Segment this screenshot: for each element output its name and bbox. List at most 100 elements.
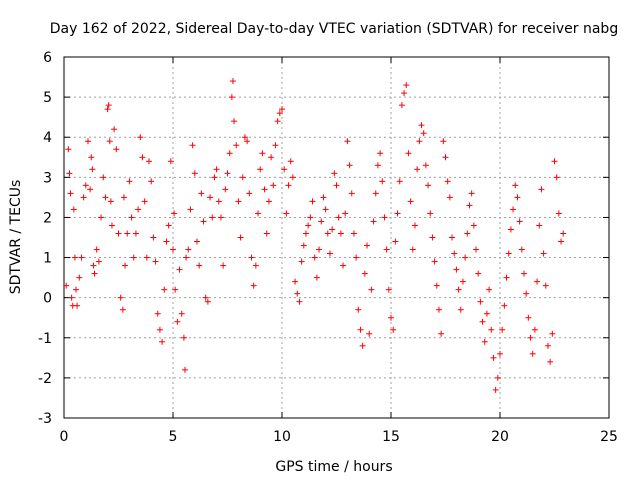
data-point xyxy=(355,306,362,313)
data-point xyxy=(442,154,449,161)
data-point xyxy=(411,222,418,229)
data-point xyxy=(124,230,131,237)
data-point xyxy=(350,230,357,237)
data-point xyxy=(438,330,445,337)
data-point xyxy=(340,262,347,269)
data-point xyxy=(499,326,506,333)
data-point xyxy=(353,254,360,261)
data-point xyxy=(207,194,214,201)
data-point xyxy=(392,238,399,245)
data-point xyxy=(95,258,102,265)
data-point xyxy=(67,190,74,197)
data-point xyxy=(294,290,301,297)
data-point xyxy=(87,186,94,193)
data-point xyxy=(379,178,386,185)
data-point xyxy=(226,150,233,157)
data-point xyxy=(433,282,440,289)
data-point xyxy=(396,178,403,185)
plot-frame xyxy=(63,56,610,419)
data-point xyxy=(220,262,227,269)
data-point xyxy=(549,330,556,337)
data-point xyxy=(470,222,477,229)
data-point xyxy=(66,170,73,177)
data-point xyxy=(534,278,541,285)
data-point xyxy=(558,238,565,245)
data-point xyxy=(483,310,490,317)
data-point xyxy=(261,186,268,193)
data-point xyxy=(63,282,70,289)
data-point xyxy=(507,226,514,233)
data-point xyxy=(538,186,545,193)
data-point xyxy=(93,246,100,253)
data-point xyxy=(422,162,429,169)
data-point xyxy=(84,138,91,145)
data-point xyxy=(518,246,525,253)
data-point xyxy=(418,122,425,129)
data-point xyxy=(451,250,458,257)
data-point xyxy=(119,306,126,313)
data-point xyxy=(302,230,309,237)
data-point xyxy=(289,174,296,181)
y-tick-label: -3 xyxy=(38,411,52,427)
data-point xyxy=(135,206,142,213)
data-point xyxy=(71,254,78,261)
data-point xyxy=(209,214,216,221)
data-point xyxy=(459,278,466,285)
data-point xyxy=(505,250,512,257)
data-point xyxy=(531,326,538,333)
data-point xyxy=(74,302,81,309)
data-point xyxy=(333,182,340,189)
data-point xyxy=(270,182,277,189)
data-point xyxy=(551,158,558,165)
data-point xyxy=(283,210,290,217)
x-axis-title: GPS time / hours xyxy=(275,459,392,475)
data-point xyxy=(372,190,379,197)
data-point xyxy=(171,210,178,217)
data-point xyxy=(425,182,432,189)
data-point xyxy=(401,90,408,97)
data-point xyxy=(80,194,87,201)
data-point xyxy=(104,106,111,113)
data-point xyxy=(405,150,412,157)
data-point xyxy=(479,318,486,325)
data-point xyxy=(148,178,155,185)
data-point xyxy=(211,174,218,181)
data-point xyxy=(183,254,190,261)
data-point xyxy=(536,222,543,229)
data-point xyxy=(383,246,390,253)
data-point xyxy=(185,246,192,253)
data-point xyxy=(292,278,299,285)
data-point xyxy=(248,254,255,261)
data-point xyxy=(309,198,316,205)
data-point xyxy=(91,270,98,277)
data-point xyxy=(403,82,410,89)
y-tick-label: 4 xyxy=(43,130,52,146)
data-point xyxy=(329,226,336,233)
data-point xyxy=(154,310,161,317)
data-point xyxy=(516,218,523,225)
data-point xyxy=(196,262,203,269)
data-point xyxy=(501,302,508,309)
data-point xyxy=(446,194,453,201)
data-point xyxy=(322,206,329,213)
data-point xyxy=(174,318,181,325)
data-point xyxy=(320,194,327,201)
data-point xyxy=(440,138,447,145)
data-point xyxy=(90,262,97,269)
axis-ticks: 0 5 10 15 20 25 -3 -2 -1 0 1 2 3 4 5 6 xyxy=(38,50,618,445)
data-point xyxy=(318,218,325,225)
data-point xyxy=(296,298,303,305)
data-point xyxy=(244,138,251,145)
data-point xyxy=(237,234,244,241)
data-point xyxy=(416,138,423,145)
data-point xyxy=(181,366,188,373)
data-point xyxy=(257,166,264,173)
y-tick-label: 2 xyxy=(43,210,52,226)
data-point xyxy=(231,118,238,125)
data-point xyxy=(276,110,283,117)
data-point xyxy=(473,246,480,253)
data-point xyxy=(490,354,497,361)
data-point xyxy=(544,342,551,349)
x-tick-label: 15 xyxy=(382,429,400,445)
